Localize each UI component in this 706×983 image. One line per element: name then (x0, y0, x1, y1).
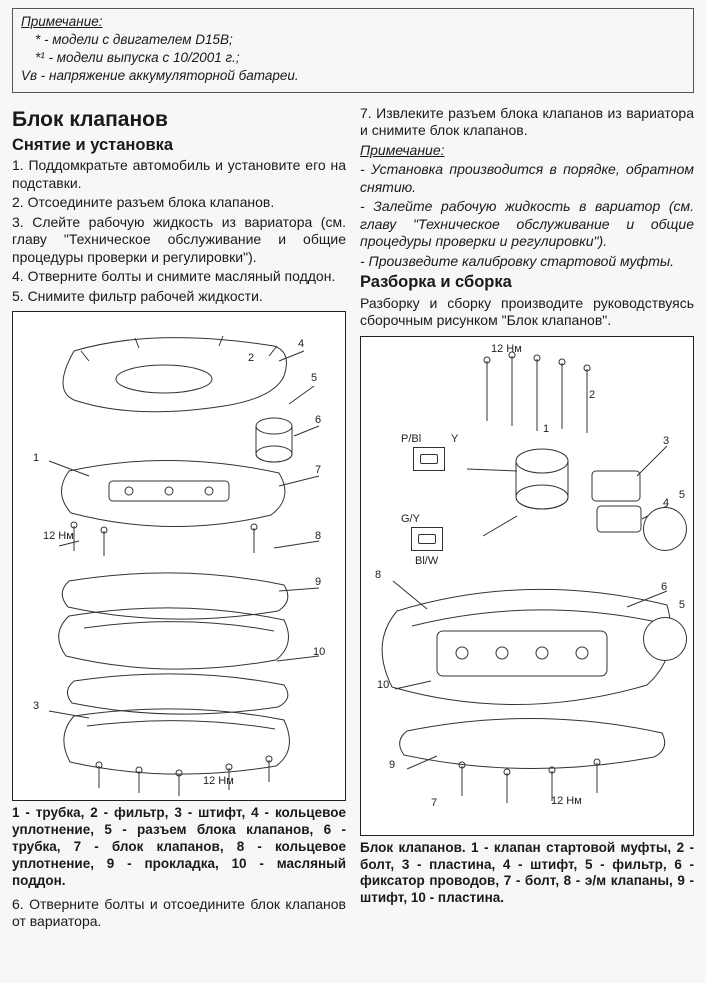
callout-3: 3 (33, 700, 39, 714)
callout-r1: 1 (543, 423, 549, 437)
callout-9: 9 (315, 576, 321, 590)
wire-label-blw: Bl/W (415, 555, 438, 569)
callout-r5a: 5 (679, 489, 685, 503)
right-note-0: - Установка производится в порядке, обра… (360, 161, 694, 196)
callout-r7: 7 (431, 797, 437, 811)
connector-box-icon (413, 447, 445, 471)
note-line-2: Vв - напряжение аккумуляторной батареи. (21, 68, 685, 85)
callout-6: 6 (315, 414, 321, 428)
callout-7: 7 (315, 464, 321, 478)
figure-left: 1 12 Нм 4 5 6 7 8 9 10 3 2 12 Нм (12, 311, 346, 801)
callout-torque-bot: 12 Нм (551, 795, 582, 809)
callout-2: 2 (248, 352, 254, 366)
wire-label-y: Y (451, 433, 458, 447)
figure-right: P/Bl Y G/Y Bl/W 12 Нм 1 2 3 4 5 5 6 8 10… (360, 336, 694, 836)
step-7: 7. Извлеките разъем блока клапанов из ва… (360, 105, 694, 140)
callout-10: 10 (313, 646, 325, 660)
subsection-heading: Снятие и установка (12, 135, 346, 156)
step-3: 3. Слейте рабочую жидкость из вариатора … (12, 214, 346, 267)
callout-1: 1 (33, 452, 39, 466)
callout-r9: 9 (389, 759, 395, 773)
callout-r6: 6 (661, 581, 667, 595)
valve-body-diagram-icon (365, 341, 689, 831)
note-title: Примечание: (21, 14, 103, 29)
callout-r3: 3 (663, 435, 669, 449)
step-4: 4. Отверните болты и снимите масляный по… (12, 268, 346, 286)
callout-torque-a: 12 Нм (43, 530, 74, 544)
right-note-1: - Залейте рабочую жидкость в вариатор (с… (360, 198, 694, 251)
right-intro: Разборку и сборку производите руководств… (360, 295, 694, 330)
step-6: 6. Отверните болты и отсоедините блок кл… (12, 896, 346, 931)
figure-left-caption: 1 - трубка, 2 - фильтр, 3 - штифт, 4 - к… (12, 805, 346, 889)
two-column-layout: Блок клапанов Снятие и установка 1. Подд… (12, 103, 694, 933)
callout-r5b: 5 (679, 599, 685, 613)
exploded-diagram-icon (17, 316, 341, 796)
step-5: 5. Снимите фильтр рабочей жидкости. (12, 288, 346, 306)
callout-4: 4 (298, 338, 304, 352)
left-column: Блок клапанов Снятие и установка 1. Подд… (12, 103, 346, 933)
callout-r2: 2 (589, 389, 595, 403)
callout-torque-top: 12 Нм (491, 343, 522, 357)
callout-torque-b: 12 Нм (203, 775, 234, 789)
note-line-0: * - модели с двигателем D15B; (21, 32, 685, 49)
subsection-heading-2: Разборка и сборка (360, 272, 694, 293)
note-box: Примечание: * - модели с двигателем D15B… (12, 8, 694, 93)
connector-box-icon (411, 527, 443, 551)
right-note-title: Примечание: (360, 142, 445, 158)
callout-r10: 10 (377, 679, 389, 693)
callout-r8: 8 (375, 569, 381, 583)
right-note-2: - Произведите калибровку стартовой муфты… (360, 253, 694, 271)
callout-5: 5 (311, 372, 317, 386)
figure-right-caption: Блок клапанов. 1 - клапан стартовой муфт… (360, 840, 694, 908)
detail-circle-icon (643, 617, 687, 661)
detail-circle-icon (643, 507, 687, 551)
step-1: 1. Поддомкратьте автомобиль и установите… (12, 157, 346, 192)
callout-r4: 4 (663, 497, 669, 511)
wire-label-gy: G/Y (401, 513, 420, 527)
note-line-1: *¹ - модели выпуска с 10/2001 г.; (21, 50, 685, 67)
step-2: 2. Отсоедините разъем блока клапанов. (12, 194, 346, 212)
right-column: 7. Извлеките разъем блока клапанов из ва… (360, 103, 694, 933)
wire-label-pbl: P/Bl (401, 433, 421, 447)
callout-8: 8 (315, 530, 321, 544)
section-heading: Блок клапанов (12, 107, 346, 133)
